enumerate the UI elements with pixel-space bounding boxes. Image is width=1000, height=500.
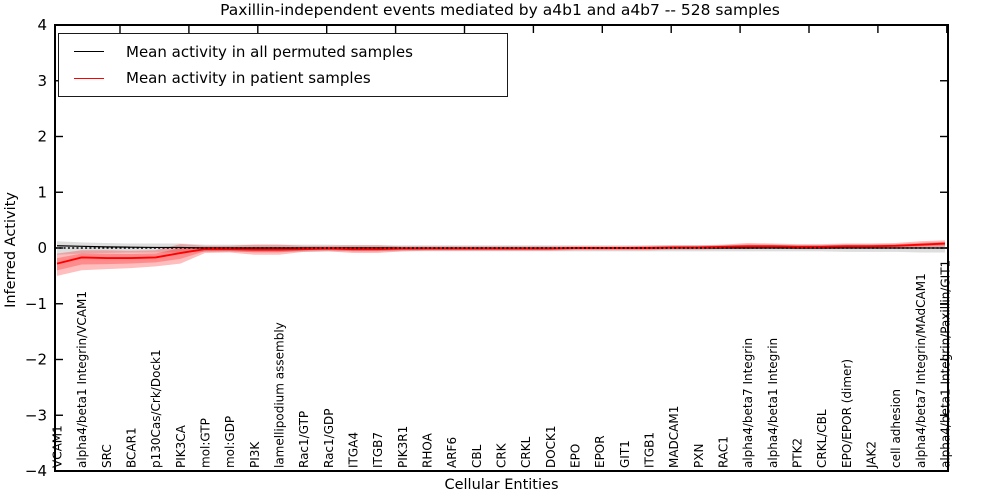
x-tick-label: PIK3R1 xyxy=(396,426,410,468)
permuted-line-swatch xyxy=(74,51,104,53)
y-tick-label: 2 xyxy=(37,128,47,146)
legend-entry-permuted: Mean activity in all permuted samples xyxy=(59,43,507,61)
x-tick-label: ITGB1 xyxy=(643,432,657,468)
y-tick-label: −4 xyxy=(25,462,47,480)
x-tick-label: CRK xyxy=(495,442,509,468)
x-tick-label: CRKL xyxy=(519,436,533,468)
y-tick-label: 3 xyxy=(37,72,47,90)
y-tick-label: 4 xyxy=(37,16,47,34)
x-tick-label: CRKL/CBL xyxy=(815,409,829,468)
x-tick-label: ITGB7 xyxy=(371,432,385,468)
x-tick-label: GIT1 xyxy=(618,440,632,468)
x-tick-label: PTK2 xyxy=(791,438,805,468)
x-axis-label: Cellular Entities xyxy=(444,477,559,493)
x-tick-label: CBL xyxy=(470,444,484,468)
y-tick-label: −2 xyxy=(25,351,47,369)
x-tick-label: cell adhesion xyxy=(889,389,903,468)
x-tick-label: alpha4/beta7 Integrin xyxy=(741,338,755,468)
y-tick-label: 1 xyxy=(37,183,47,201)
legend-box: Mean activity in all permuted samples Me… xyxy=(58,33,508,97)
x-tick-label: Rac1/GDP xyxy=(322,409,336,468)
x-tick-label: lamellipodium assembly xyxy=(273,322,287,468)
x-tick-label: alpha4/beta1 Integrin/Paxillin/GIT1 xyxy=(939,260,953,468)
x-tick-label: ARF6 xyxy=(445,437,459,468)
x-tick-label: SRC xyxy=(100,444,114,468)
x-tick-label: RHOA xyxy=(421,432,435,468)
x-tick-label: MADCAM1 xyxy=(667,406,681,468)
plot-frame xyxy=(54,24,949,472)
x-tick-label: PIK3CA xyxy=(174,424,188,468)
x-tick-label: ITGA4 xyxy=(347,432,361,468)
chart-title: Paxillin-independent events mediated by … xyxy=(220,1,780,19)
x-tick-label: PXN xyxy=(692,444,706,468)
y-axis-label: Inferred Activity xyxy=(3,192,19,308)
legend-entry-patient: Mean activity in patient samples xyxy=(59,69,507,87)
x-tick-label: EPO xyxy=(569,444,583,468)
x-tick-label: JAK2 xyxy=(865,441,879,469)
patient-line-swatch xyxy=(74,77,104,79)
x-tick-label: mol:GDP xyxy=(223,416,237,468)
x-tick-label: EPOR xyxy=(593,435,607,468)
legend-label-permuted: Mean activity in all permuted samples xyxy=(126,42,413,61)
x-tick-label: p130Cas/Crk/Dock1 xyxy=(149,349,163,468)
y-tick-label: −1 xyxy=(25,295,47,313)
x-tick-label: DOCK1 xyxy=(544,425,558,468)
x-tick-label: PI3K xyxy=(248,441,262,468)
x-tick-label: alpha4/beta1 Integrin/VCAM1 xyxy=(75,291,89,468)
x-tick-label: Rac1/GTP xyxy=(297,411,311,468)
x-tick-label: BCAR1 xyxy=(125,427,139,468)
patient-mean-line xyxy=(56,242,946,265)
y-tick-label: −3 xyxy=(25,406,47,424)
legend-label-patient: Mean activity in patient samples xyxy=(126,69,371,88)
x-tick-label: RAC1 xyxy=(717,436,731,468)
x-tick-label: EPO/EPOR (dimer) xyxy=(840,359,854,468)
y-tick-label: 0 xyxy=(37,239,47,257)
x-tick-label: VCAM1 xyxy=(51,425,65,468)
x-tick-label: alpha4/beta7 Integrin/MAdCAM1 xyxy=(914,273,928,468)
x-tick-label: alpha4/beta1 Integrin xyxy=(766,338,780,468)
x-tick-label: mol:GTP xyxy=(199,418,213,468)
